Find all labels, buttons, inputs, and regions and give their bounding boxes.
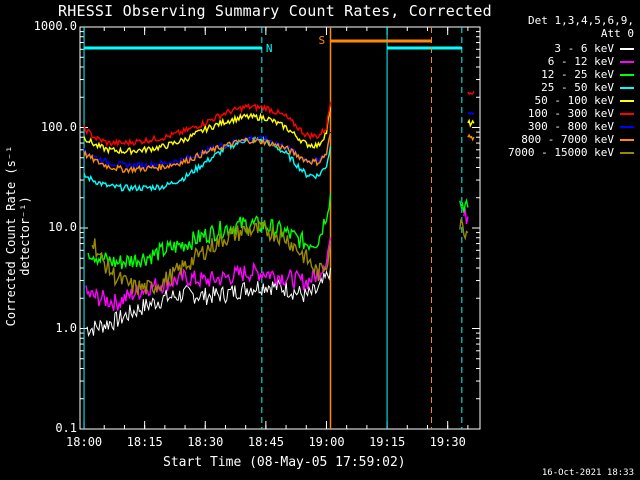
legend-entry: 50 - 100 keV (535, 94, 634, 107)
legend-entry-label: 100 - 300 keV (527, 107, 614, 120)
x-tick-label: 18:15 (126, 435, 163, 449)
legend-entry-label: 800 - 7000 keV (521, 133, 614, 146)
y-tick-label: 1.0 (55, 320, 77, 335)
legend-entry: 800 - 7000 keV (521, 133, 634, 146)
legend-swatch (620, 152, 634, 154)
legend-entry-label: 3 - 6 keV (554, 42, 614, 55)
legend-entry: 7000 - 15000 keV (508, 146, 634, 159)
legend-swatch (620, 126, 634, 128)
y-tick-label: 10.0 (48, 220, 77, 234)
legend-entry-label: 7000 - 15000 keV (508, 146, 614, 159)
legend-entry: 3 - 6 keV (554, 42, 634, 55)
series-line (83, 132, 332, 175)
series-line (85, 237, 332, 311)
saa-label: N (266, 42, 273, 55)
series-line (91, 220, 332, 296)
series-line (467, 90, 475, 96)
x-tick-label: 18:00 (66, 435, 103, 449)
legend-swatch (620, 74, 634, 76)
legend-entry-label: 50 - 100 keV (534, 94, 614, 107)
legend-swatch (620, 139, 634, 141)
series-line (83, 101, 332, 148)
y-tick-label: 100.0 (40, 119, 77, 134)
x-tick-label: 18:30 (187, 435, 224, 449)
series-line (83, 135, 332, 193)
series-line (83, 131, 332, 172)
legend-swatch (620, 100, 634, 102)
legend-header-line-2: Att 0 (600, 27, 634, 40)
series-line (459, 197, 469, 213)
legend-entry-label: 6 - 12 keV (547, 55, 614, 68)
chart-title: RHESSI Observing Summary Count Rates, Co… (58, 2, 492, 20)
legend-entry-label: 300 - 800 keV (527, 120, 614, 133)
series-line (467, 111, 475, 116)
x-tick-label: 19:30 (429, 435, 466, 449)
x-tick-label: 19:15 (369, 435, 406, 449)
series-line (83, 106, 332, 156)
legend-entry: 300 - 800 keV (528, 120, 634, 133)
night-label: S (319, 34, 326, 47)
series-line (87, 193, 332, 270)
legend-header: Det 1,3,4,5,6,9, Att 0 (528, 14, 634, 40)
legend-entry-label: 12 - 25 keV (541, 68, 614, 81)
series-line (85, 267, 331, 338)
generation-timestamp: 16-Oct-2021 18:33 (541, 468, 634, 478)
y-tick-label: 0.1 (55, 421, 77, 435)
x-tick-label: 19:00 (308, 435, 345, 449)
series-line (459, 218, 469, 241)
legend-swatch (620, 61, 634, 63)
legend-entry: 100 - 300 keV (528, 107, 634, 120)
legend-swatch (620, 87, 634, 89)
plot-frame (79, 26, 481, 430)
legend-entry: 12 - 25 keV (541, 68, 634, 81)
series-line (467, 133, 475, 142)
x-axis-label: Start Time (08-May-05 17:59:02) (163, 455, 406, 470)
y-axis-label: Corrected Count Rate (s⁻¹ detector⁻¹) (4, 145, 32, 327)
series-line (467, 118, 475, 128)
legend-entry-label: 25 - 50 keV (541, 81, 614, 94)
legend-entry: 6 - 12 keV (548, 55, 634, 68)
x-tick-label: 18:45 (247, 435, 284, 449)
legend-entry: 25 - 50 keV (541, 81, 634, 94)
legend-swatch (620, 113, 634, 115)
legend-header-line-1: Det 1,3,4,5,6,9, (528, 14, 634, 27)
y-tick-label: 1000.0 (33, 19, 77, 33)
legend-swatch (620, 48, 634, 50)
